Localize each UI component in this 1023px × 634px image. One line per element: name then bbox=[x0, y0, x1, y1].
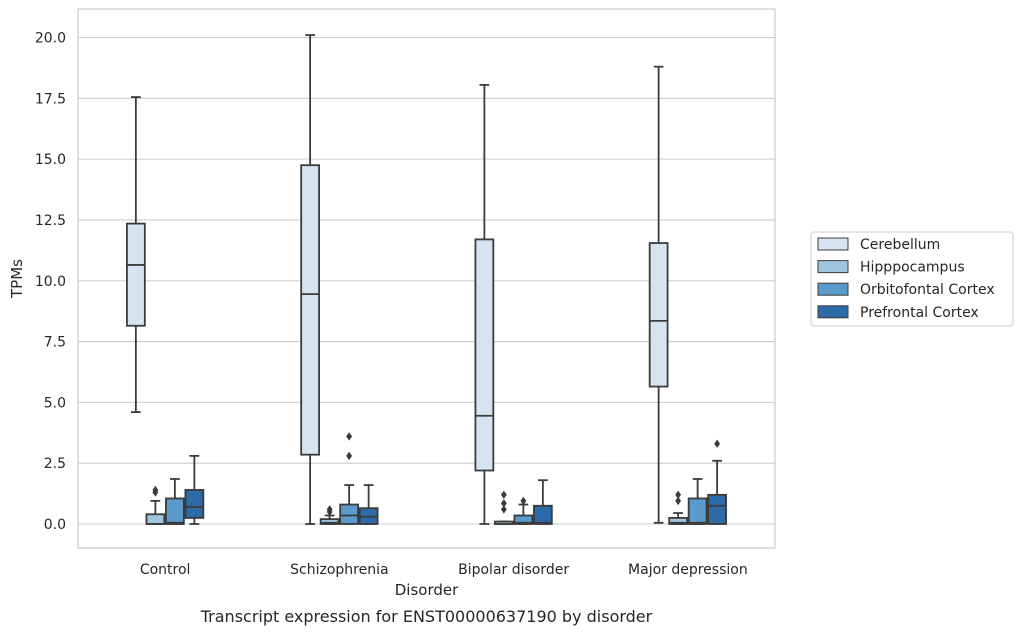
y-tick-label: 15.0 bbox=[35, 152, 66, 168]
outlier-point bbox=[346, 432, 353, 441]
y-tick-label: 10.0 bbox=[35, 274, 66, 290]
box-prefrontal-cortex bbox=[533, 479, 553, 525]
legend-swatch bbox=[817, 260, 849, 274]
outlier-point bbox=[500, 490, 507, 500]
chart-caption: Transcript expression for ENST0000063719… bbox=[200, 607, 653, 626]
y-tick-label: 12.5 bbox=[35, 213, 66, 229]
y-tick-label: 17.5 bbox=[35, 91, 66, 107]
legend-label: Prefrontal Cortex bbox=[860, 305, 979, 321]
box-cerebellum bbox=[300, 34, 320, 525]
box-hipppocampus bbox=[668, 490, 688, 525]
box-cerebellum bbox=[474, 84, 495, 525]
legend-label: Cerebellum bbox=[860, 237, 940, 253]
legend-swatch bbox=[817, 237, 849, 251]
legend-label: Hipppocampus bbox=[860, 260, 965, 276]
gridlines bbox=[78, 36, 775, 525]
box-hipppocampus bbox=[145, 485, 166, 525]
box-cerebellum bbox=[648, 65, 669, 524]
outlier-point bbox=[520, 496, 527, 506]
box-iqr bbox=[533, 504, 553, 525]
x-tick-label: Control bbox=[140, 562, 191, 578]
box-iqr bbox=[648, 242, 669, 388]
x-tick-label: Bipolar disorder bbox=[458, 562, 569, 578]
box-orbitofontal-cortex bbox=[165, 478, 185, 525]
legend-label: Orbitofontal Cortex bbox=[860, 282, 995, 298]
box-iqr bbox=[126, 222, 146, 327]
box-prefrontal-cortex bbox=[184, 454, 205, 525]
y-tick-label: 2.5 bbox=[44, 456, 66, 472]
x-axis-label: Disorder bbox=[395, 581, 459, 599]
y-axis-label: TPMs bbox=[8, 259, 26, 299]
box-orbitofontal-cortex bbox=[513, 496, 534, 525]
box-series bbox=[126, 34, 727, 525]
y-tick-label: 7.5 bbox=[44, 335, 66, 351]
y-axis-ticks: 0.0 2.5 5.0 7.5 10.0 12.5 15.0 17.5 20.0 bbox=[35, 31, 66, 534]
box-orbitofontal-cortex bbox=[687, 478, 708, 525]
box-iqr bbox=[707, 493, 727, 525]
box-prefrontal-cortex bbox=[707, 439, 727, 525]
box-hipppocampus bbox=[319, 505, 340, 525]
outlier-point bbox=[346, 451, 353, 461]
box-hipppocampus bbox=[494, 490, 514, 525]
y-tick-label: 20.0 bbox=[35, 31, 66, 47]
outlier-point bbox=[500, 505, 507, 514]
legend: Cerebellum Hipppocampus Orbitofontal Corte… bbox=[810, 231, 1014, 327]
y-tick-label: 0.0 bbox=[44, 517, 66, 533]
box-iqr bbox=[184, 489, 205, 519]
box-iqr bbox=[513, 514, 534, 525]
box-iqr bbox=[165, 497, 185, 525]
box-iqr bbox=[319, 518, 340, 525]
box-orbitofontal-cortex bbox=[339, 432, 359, 525]
outlier-point bbox=[714, 439, 721, 448]
outlier-point bbox=[675, 496, 682, 506]
plot-area-frame bbox=[77, 8, 776, 549]
box-cerebellum bbox=[126, 96, 146, 414]
box-iqr bbox=[339, 503, 359, 525]
outlier-point bbox=[500, 499, 507, 508]
box-iqr bbox=[474, 238, 495, 472]
outlier-point bbox=[675, 490, 682, 500]
box-prefrontal-cortex bbox=[358, 484, 379, 525]
y-tick-label: 5.0 bbox=[44, 395, 66, 411]
box-iqr bbox=[300, 164, 320, 456]
box-iqr bbox=[668, 517, 688, 525]
legend-swatch bbox=[817, 305, 849, 319]
box-iqr bbox=[145, 513, 166, 525]
outlier-point bbox=[326, 505, 333, 514]
outlier-point bbox=[152, 488, 159, 497]
legend-swatch bbox=[817, 282, 849, 296]
legend-frame bbox=[810, 231, 1014, 327]
x-axis-ticks: Control Schizophrenia Bipolar disorder Majo… bbox=[140, 562, 748, 578]
box-iqr bbox=[687, 497, 708, 525]
x-tick-label: Major depression bbox=[628, 562, 748, 578]
x-tick-label: Schizophrenia bbox=[290, 562, 388, 578]
